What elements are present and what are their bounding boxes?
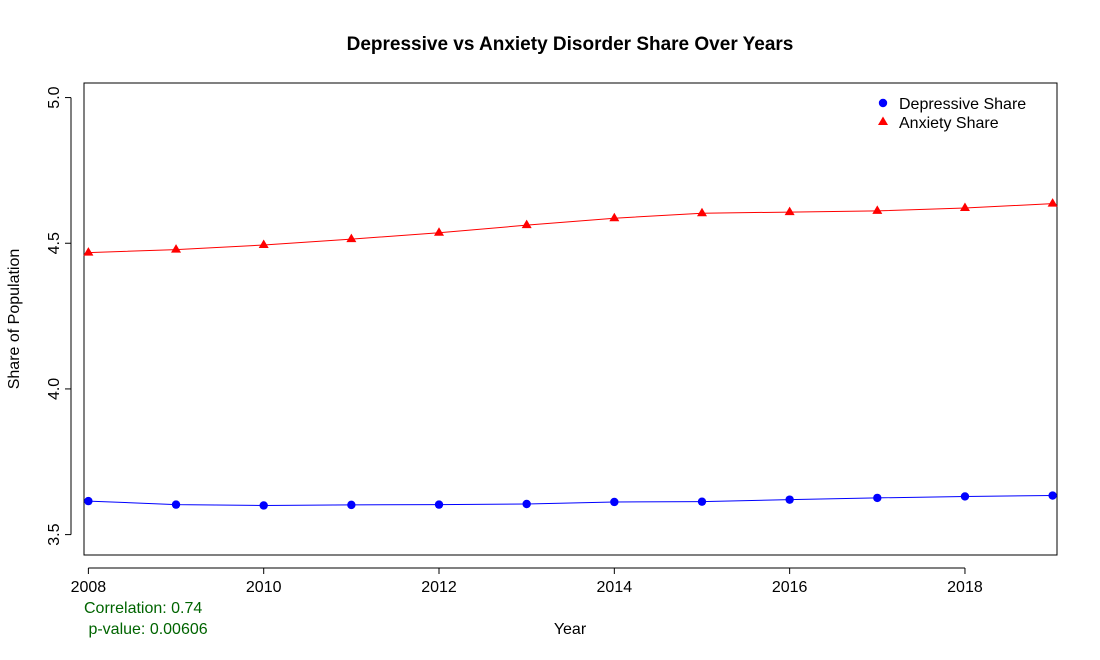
- data-point-depressive: [610, 497, 619, 507]
- data-point-depressive: [522, 499, 531, 509]
- series-line-0: [88, 495, 1053, 506]
- x-tick-label: 2008: [71, 579, 107, 596]
- data-point-anxiety: [171, 244, 182, 253]
- x-tick-label: 2014: [597, 579, 633, 596]
- data-point-depressive: [171, 500, 181, 509]
- data-point-anxiety: [609, 212, 620, 222]
- y-tick-label: 4.0: [46, 378, 63, 400]
- data-point-depressive: [697, 497, 707, 506]
- chart-title: Depressive vs Anxiety Disorder Share Ove…: [347, 34, 794, 55]
- data-point-depressive: [785, 495, 794, 504]
- data-point-anxiety: [696, 207, 707, 217]
- legend-item-anxiety: Anxiety Share: [878, 115, 999, 132]
- data-point-anxiety: [346, 233, 357, 243]
- data-point-anxiety: [521, 219, 532, 229]
- data-point-depressive: [873, 493, 882, 503]
- data-point-anxiety: [434, 227, 445, 236]
- data-point-depressive: [434, 500, 444, 509]
- data-point-depressive: [960, 492, 970, 501]
- legend-item-depressive: Depressive Share: [878, 96, 1026, 113]
- series-layer: [83, 198, 1058, 510]
- data-point-depressive: [84, 496, 93, 506]
- x-axis: 2008 2010 2012 2014 2016 2018: [71, 567, 983, 596]
- x-tick-label: 2010: [246, 579, 282, 596]
- x-tick-label: 2018: [947, 579, 983, 596]
- x-axis-label: Year: [554, 621, 587, 638]
- correlation-annotation: Correlation: 0.74: [84, 600, 202, 617]
- legend-label-depressive: Depressive Share: [899, 96, 1026, 113]
- data-point-depressive: [347, 500, 356, 510]
- x-tick-label: 2016: [772, 579, 808, 596]
- y-tick-label: 5.0: [46, 86, 63, 108]
- x-tick-label: 2012: [421, 579, 457, 596]
- data-point-anxiety: [784, 206, 795, 216]
- data-point-anxiety: [1047, 198, 1058, 207]
- legend-marker-depressive: [878, 98, 888, 108]
- data-point-anxiety: [258, 239, 269, 248]
- data-point-anxiety: [872, 205, 883, 214]
- series-line-1: [88, 203, 1053, 254]
- y-tick-label: 3.5: [46, 523, 63, 545]
- legend-label-anxiety: Anxiety Share: [899, 115, 999, 132]
- y-tick-label: 4.5: [46, 232, 63, 254]
- legend: Depressive Share Anxiety Share: [878, 96, 1026, 132]
- data-point-anxiety: [83, 247, 94, 256]
- plot-area: [83, 82, 1058, 556]
- legend-marker-anxiety: [878, 116, 888, 125]
- y-axis-label: Share of Population: [6, 249, 23, 390]
- data-point-anxiety: [959, 202, 970, 211]
- y-axis: 3.5 4.0 4.5 5.0: [46, 86, 72, 546]
- data-point-depressive: [259, 501, 268, 510]
- data-point-depressive: [1048, 491, 1057, 500]
- p-value-annotation: p-value: 0.00606: [84, 621, 208, 638]
